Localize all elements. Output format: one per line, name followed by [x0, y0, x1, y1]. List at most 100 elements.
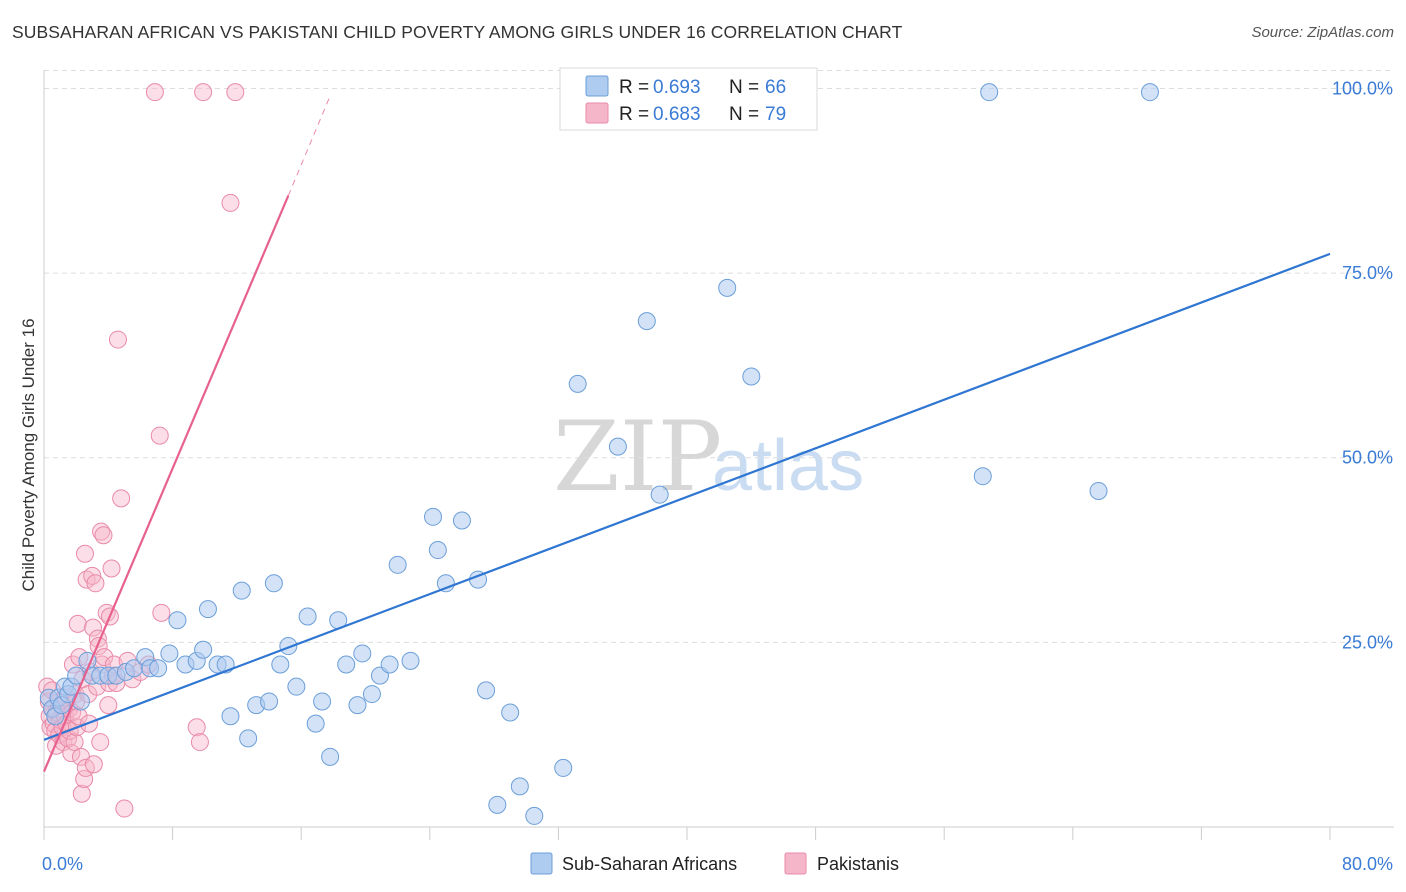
- pakistani-point-62: [108, 330, 127, 349]
- trend-line-pakistani-extension: [287, 95, 331, 196]
- legend-r-value-blue: 0.693: [653, 77, 701, 98]
- pakistani-point-58: [102, 559, 121, 578]
- y-axis-title: Child Poverty Among Girls Under 16: [19, 318, 38, 591]
- stats-legend: R = 0.693 N = 66 R = 0.683 N = 79: [559, 67, 818, 131]
- sub-saharan-point-25: [198, 600, 217, 619]
- sub-saharan-africans-points: [39, 83, 1159, 825]
- y-tick-label-0: 25.0%: [1342, 632, 1393, 652]
- sub-saharan-point-63: [637, 312, 656, 331]
- pakistani-point-75: [226, 83, 245, 102]
- pakistani-point-36: [75, 544, 94, 563]
- pakistani-point-44: [84, 755, 103, 774]
- sub-saharan-point-44: [353, 644, 372, 663]
- sub-saharan-point-57: [501, 703, 520, 722]
- legend-swatch-pink: [585, 102, 609, 124]
- sub-saharan-point-19: [149, 659, 168, 678]
- legend-r-value-pink: 0.683: [653, 104, 701, 125]
- x-tick-label-max: 80.0%: [1342, 854, 1393, 874]
- sub-saharan-point-56: [488, 795, 507, 814]
- sub-saharan-point-45: [362, 685, 381, 704]
- pakistani-point-70: [152, 603, 171, 622]
- trend-line-pakistani: [42, 195, 290, 773]
- sub-saharan-point-51: [428, 541, 447, 560]
- pakistani-point-55: [99, 696, 118, 715]
- sub-saharan-point-55: [477, 681, 496, 700]
- legend-r-label-pink: R =: [619, 104, 649, 125]
- pakistani-point-49: [91, 733, 110, 752]
- legend-n-value-pink: 79: [765, 104, 786, 125]
- sub-saharan-point-34: [271, 655, 290, 674]
- series-legend-swatch-pink: [784, 852, 807, 875]
- sub-saharan-point-62: [608, 437, 627, 456]
- pakistani-point-69: [150, 426, 169, 445]
- watermark-zip: ZIP: [553, 401, 722, 513]
- sub-saharan-point-37: [298, 607, 317, 626]
- pakistani-point-74: [194, 83, 213, 102]
- x-tick-label-min: 0.0%: [42, 854, 83, 874]
- pakistani-point-64: [115, 799, 134, 818]
- source-credit: Source: ZipAtlas.com: [1251, 24, 1394, 41]
- sub-saharan-point-53: [452, 511, 471, 530]
- sub-saharan-point-70: [1140, 83, 1159, 102]
- sub-saharan-point-28: [221, 707, 240, 726]
- sub-saharan-point-60: [554, 758, 573, 777]
- sub-saharan-point-33: [264, 574, 283, 593]
- pakistani-point-43: [84, 618, 103, 637]
- sub-saharan-point-59: [525, 806, 544, 825]
- x-tick-labels: 0.0% 80.0%: [42, 854, 1393, 874]
- y-tick-label-1: 50.0%: [1342, 448, 1393, 468]
- pakistani-point-76: [221, 193, 240, 212]
- legend-n-value-blue: 66: [765, 77, 786, 98]
- sub-saharan-point-35: [279, 637, 298, 656]
- sub-saharan-point-24: [194, 640, 213, 659]
- sub-saharan-point-50: [424, 507, 443, 526]
- sub-saharan-point-30: [239, 729, 258, 748]
- series-legend-label-pink: Pakistanis: [817, 854, 899, 874]
- pakistani-point-45: [86, 574, 105, 593]
- trend-lines: [42, 95, 1331, 773]
- sub-saharan-point-9: [71, 692, 90, 711]
- sub-saharan-point-20: [160, 644, 179, 663]
- sub-saharan-point-40: [321, 747, 340, 766]
- series-legend-label-blue: Sub-Saharan Africans: [562, 854, 737, 874]
- sub-saharan-point-43: [348, 696, 367, 715]
- trend-line-sub-saharan: [43, 252, 1331, 741]
- sub-saharan-point-66: [742, 367, 761, 386]
- y-tick-label-2: 75.0%: [1342, 263, 1393, 283]
- legend-r-label-blue: R =: [619, 77, 649, 98]
- sub-saharan-point-48: [388, 555, 407, 574]
- sub-saharan-point-65: [718, 278, 737, 297]
- sub-saharan-point-67: [973, 467, 992, 486]
- chart-title: SUBSAHARAN AFRICAN VS PAKISTANI CHILD PO…: [12, 22, 903, 42]
- sub-saharan-point-68: [980, 83, 999, 102]
- sub-saharan-point-58: [510, 777, 529, 796]
- sub-saharan-point-69: [1089, 481, 1108, 500]
- y-tick-label-3: 100.0%: [1332, 78, 1393, 98]
- y-tick-labels: 25.0% 50.0% 75.0% 100.0%: [1332, 78, 1393, 652]
- sub-saharan-point-38: [306, 714, 325, 733]
- sub-saharan-point-39: [313, 692, 332, 711]
- series-legend: Sub-Saharan Africans Pakistanis: [530, 852, 899, 875]
- sub-saharan-point-47: [380, 655, 399, 674]
- sub-saharan-point-61: [568, 374, 587, 393]
- pakistani-point-52: [94, 526, 113, 545]
- sub-saharan-point-32: [260, 692, 279, 711]
- sub-saharan-point-42: [337, 655, 356, 674]
- pakistani-point-63: [112, 489, 131, 508]
- grid-lines: [44, 69, 1394, 643]
- pakistani-point-72: [190, 733, 209, 752]
- sub-saharan-point-21: [168, 611, 187, 630]
- legend-n-label-pink: N =: [729, 104, 759, 125]
- sub-saharan-point-64: [650, 485, 669, 504]
- pakistani-point-29: [68, 614, 87, 633]
- pakistanis-points: [38, 83, 245, 818]
- legend-swatch-blue: [585, 75, 609, 97]
- pakistani-point-33: [72, 784, 91, 803]
- sub-saharan-point-49: [401, 651, 420, 670]
- pakistani-point-53: [95, 648, 114, 667]
- sub-saharan-point-36: [287, 677, 306, 696]
- sub-saharan-point-29: [232, 581, 251, 600]
- pakistani-point-71: [187, 718, 206, 737]
- pakistani-point-73: [145, 83, 164, 102]
